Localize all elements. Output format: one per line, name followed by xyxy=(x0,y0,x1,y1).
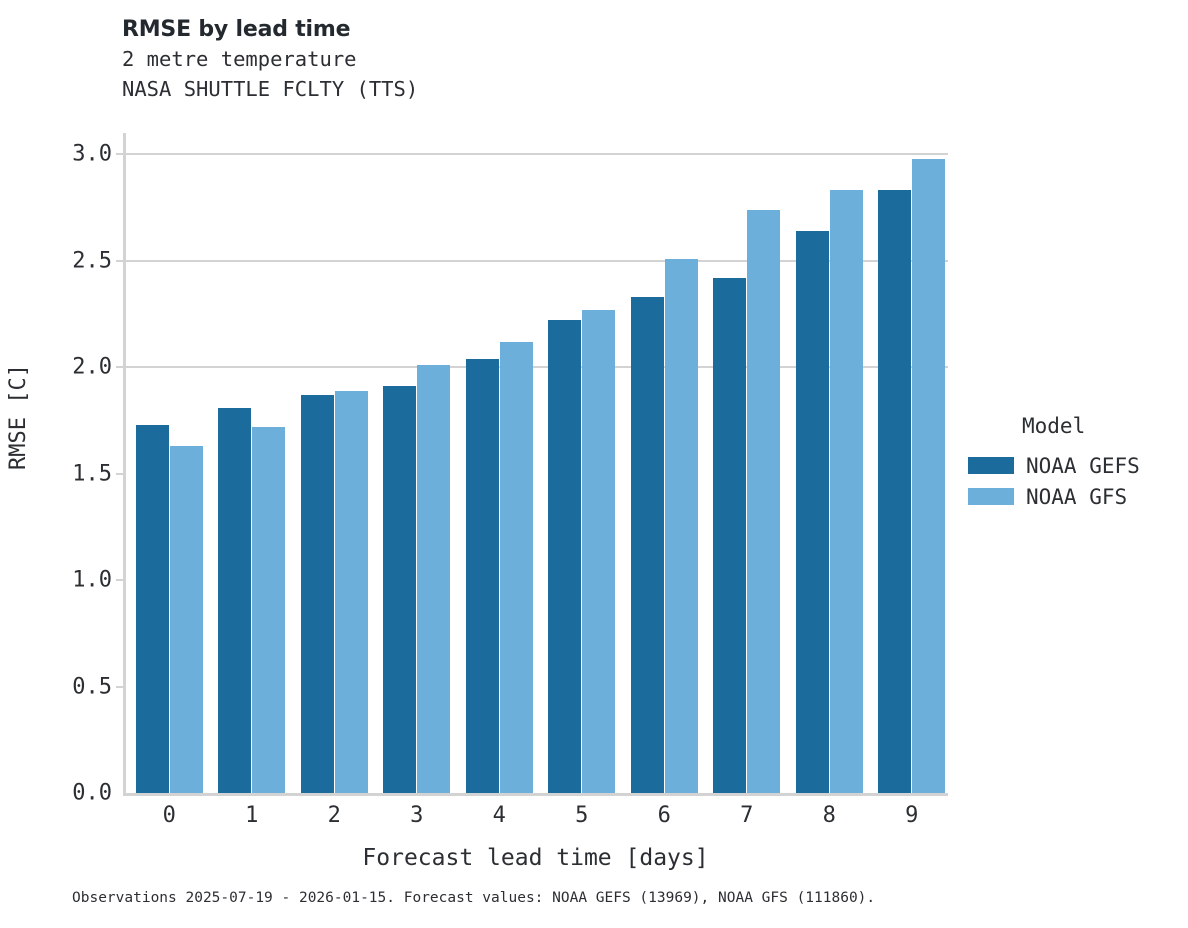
bar xyxy=(630,296,664,793)
bar xyxy=(300,394,334,793)
page-title: RMSE by lead time xyxy=(122,17,351,42)
y-axis-tickmark xyxy=(116,685,123,688)
legend-title: Model xyxy=(1022,414,1086,438)
x-axis-tick-label: 7 xyxy=(740,803,754,828)
bar xyxy=(747,209,781,793)
legend-item-label: NOAA GFS xyxy=(1026,484,1128,509)
bar xyxy=(169,445,203,793)
bar xyxy=(878,190,912,793)
x-axis-tick-label: 1 xyxy=(245,803,259,828)
y-axis-line xyxy=(123,133,126,793)
gridline xyxy=(123,153,948,156)
bar xyxy=(912,158,946,793)
chart-subtitle-variable: 2 metre temperature xyxy=(122,47,357,71)
bar xyxy=(664,258,698,793)
bar-series-layer xyxy=(123,133,948,793)
y-axis-tick-label: 3.0 xyxy=(72,141,112,167)
legend-item[interactable]: NOAA GFS xyxy=(968,481,1140,512)
y-axis-tick-label: 1.0 xyxy=(72,567,112,593)
x-axis-tick-label: 0 xyxy=(162,803,176,828)
gridline xyxy=(123,366,948,369)
bar xyxy=(135,424,169,793)
y-axis-tickmark xyxy=(116,472,123,475)
legend: Model NOAA GEFS NOAA GFS xyxy=(968,414,1140,512)
x-axis-tick-label: 4 xyxy=(492,803,506,828)
bar xyxy=(829,190,863,793)
y-axis-tick-label: 0.0 xyxy=(72,780,112,806)
y-axis-tick-label: 2.0 xyxy=(72,354,112,380)
legend-item[interactable]: NOAA GEFS xyxy=(968,450,1140,481)
gridline xyxy=(123,259,948,262)
x-axis-tick-label: 9 xyxy=(905,803,919,828)
bar xyxy=(499,341,533,793)
x-axis-tick-label: 8 xyxy=(822,803,836,828)
plot-area xyxy=(116,133,948,796)
x-axis-title: Forecast lead time [days] xyxy=(362,845,709,871)
legend-entries: NOAA GEFS NOAA GFS xyxy=(968,450,1140,512)
x-axis-tick-label: 6 xyxy=(657,803,671,828)
y-axis-tick-labels: 0.0 0.5 1.0 1.5 2.0 2.5 3.0 xyxy=(46,133,112,806)
bar xyxy=(383,386,417,793)
chart-subtitle-station: NASA SHUTTLE FCLTY (TTS) xyxy=(122,77,419,101)
bar xyxy=(465,358,499,793)
bar xyxy=(795,230,829,793)
bar xyxy=(713,277,747,793)
y-axis-tickmark xyxy=(116,579,123,582)
bar xyxy=(334,390,368,793)
bar xyxy=(582,309,616,793)
x-axis-tick-labels: 0 1 2 3 4 5 6 7 8 9 xyxy=(123,803,948,837)
bar xyxy=(252,426,286,793)
y-axis-tick-label: 1.5 xyxy=(72,461,112,487)
x-axis-tick-label: 2 xyxy=(327,803,341,828)
footer-note: Observations 2025-07-19 - 2026-01-15. Fo… xyxy=(72,890,876,906)
legend-swatch xyxy=(968,488,1014,505)
title-block: RMSE by lead time 2 metre temperature NA… xyxy=(122,16,418,104)
legend-swatch xyxy=(968,457,1014,474)
x-axis-line xyxy=(123,793,948,796)
y-axis-tick-label: 0.5 xyxy=(72,674,112,700)
bar xyxy=(417,365,451,793)
y-axis-tickmark xyxy=(116,366,123,369)
bar xyxy=(218,407,252,793)
x-axis-tick-label: 5 xyxy=(575,803,589,828)
bar xyxy=(548,320,582,793)
y-axis-tickmark xyxy=(116,153,123,156)
x-axis-tick-label: 3 xyxy=(410,803,424,828)
legend-item-label: NOAA GEFS xyxy=(1026,453,1140,478)
y-axis-title: RMSE [C] xyxy=(6,364,31,470)
y-axis-tickmark xyxy=(116,259,123,262)
y-axis-tick-label: 2.5 xyxy=(72,248,112,274)
